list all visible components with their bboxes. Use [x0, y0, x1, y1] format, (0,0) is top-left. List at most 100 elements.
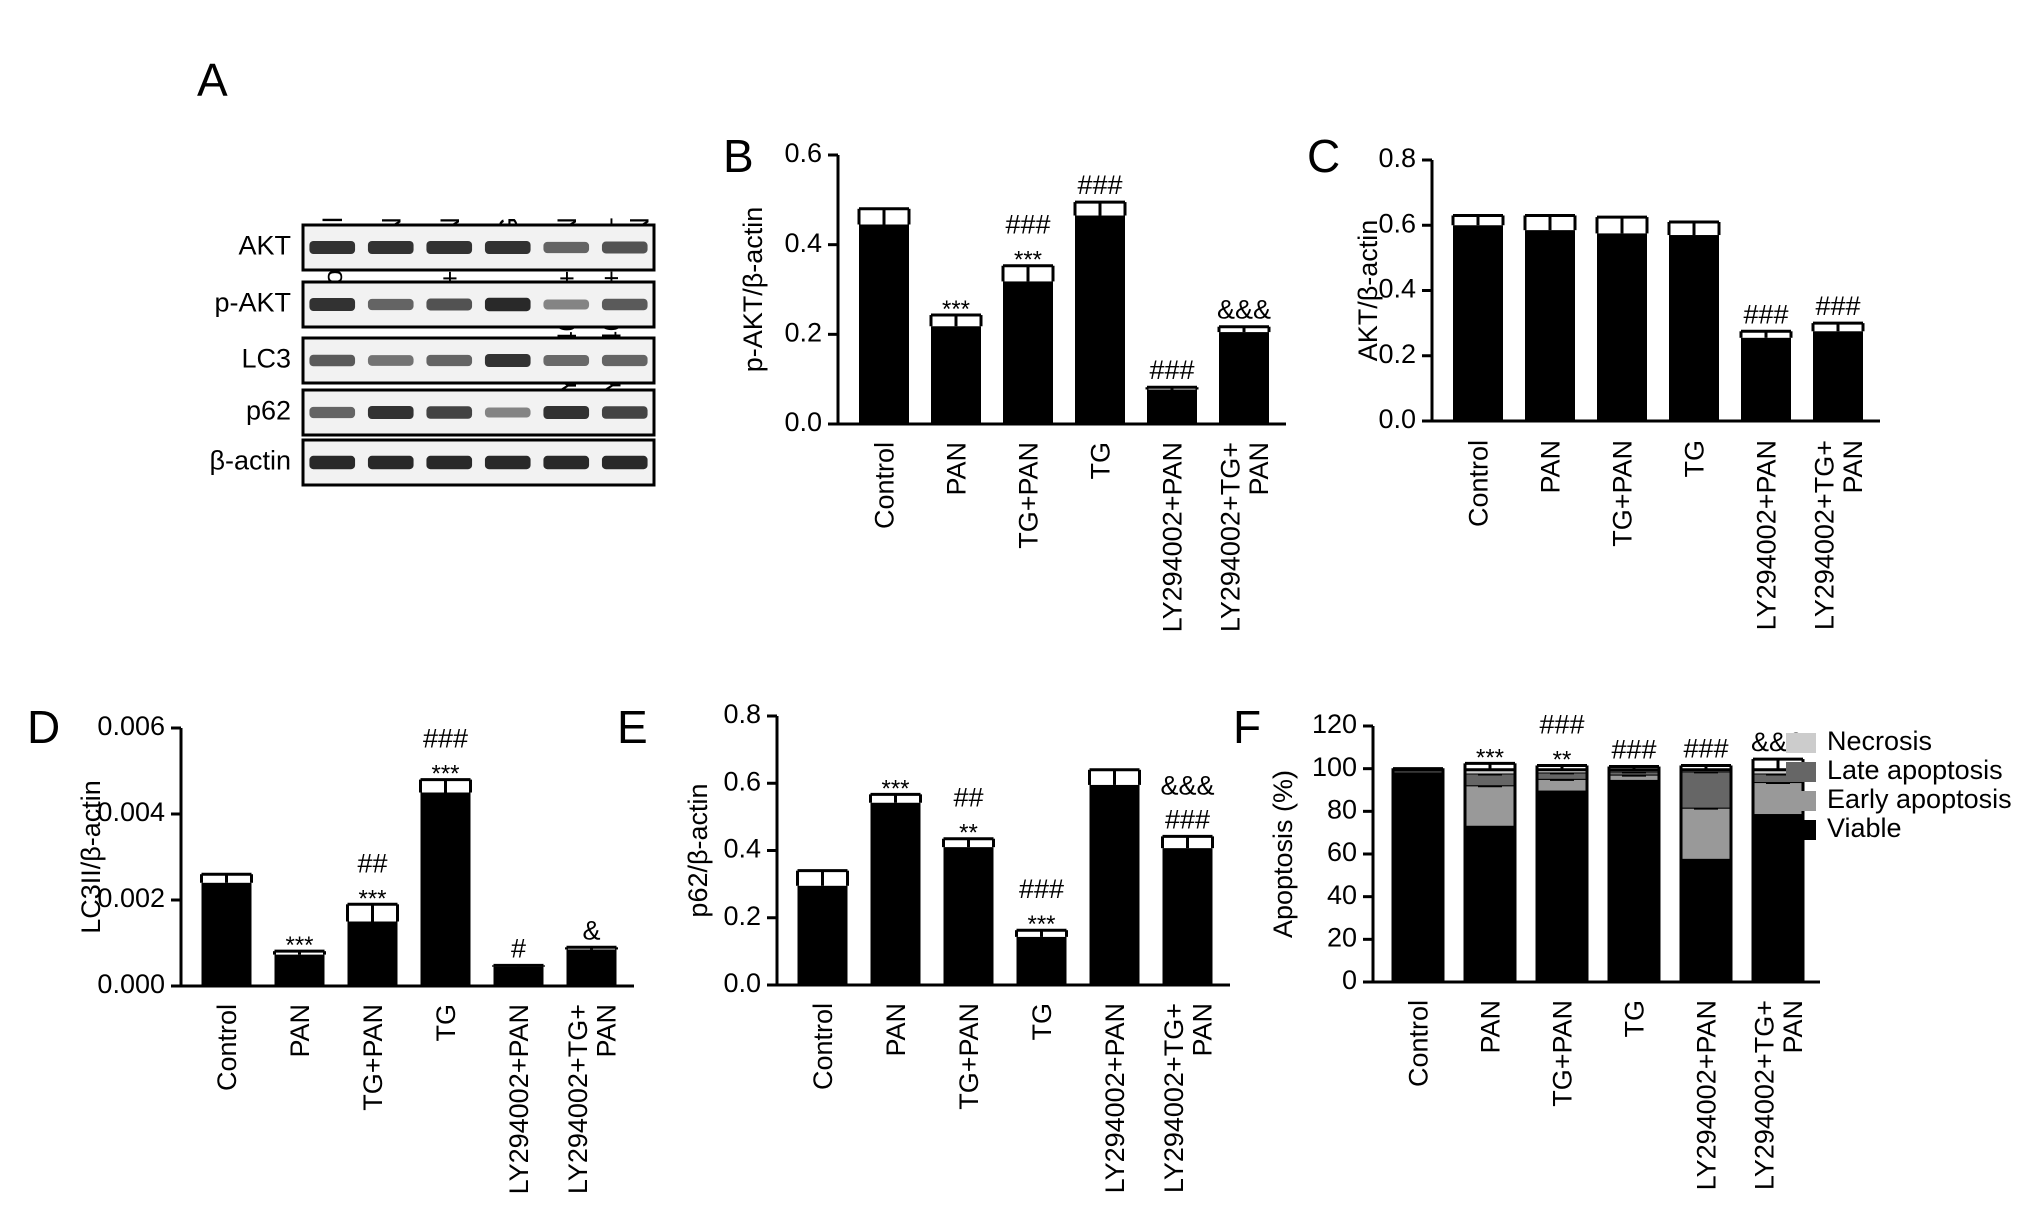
legend-label: Necrosis [1827, 726, 1932, 756]
category-label-line: LY294002+PAN [1752, 440, 1782, 630]
category-label: PAN [1476, 1000, 1506, 1054]
bar [797, 885, 848, 985]
y-tick-label: 100 [1312, 752, 1357, 782]
legend-label: Viable [1827, 813, 1902, 843]
category-label-line: PAN [1778, 1000, 1808, 1054]
category-label: PAN [1536, 440, 1566, 494]
bar [420, 792, 471, 986]
y-tick-label: 120 [1312, 709, 1357, 739]
blot-band [309, 455, 356, 470]
blot-band [426, 240, 473, 255]
blot-band [543, 455, 590, 470]
category-label-line: TG+PAN [1014, 442, 1044, 549]
bar [1597, 233, 1647, 421]
category-label-line: PAN [1244, 442, 1274, 496]
y-tick-label: 0.6 [1378, 208, 1416, 238]
category-label-line: PAN [285, 1004, 315, 1058]
bar [1003, 281, 1053, 424]
blot-band [309, 354, 356, 367]
blot-row-label: β-actin [209, 446, 291, 476]
blot-band [543, 355, 590, 366]
blot-band [309, 240, 356, 255]
bar [1813, 331, 1863, 421]
category-label: TG [1680, 440, 1710, 478]
bar-segment-early-apoptosis [1464, 785, 1516, 827]
bar-segment-viable [1608, 779, 1660, 983]
significance-mark: *** [881, 775, 909, 802]
category-label-line: Control [212, 1004, 242, 1091]
category-label-line: TG [431, 1004, 461, 1042]
significance-mark: ### [1743, 299, 1788, 329]
y-tick-label: 0.2 [784, 317, 822, 347]
category-label: TG+PAN [1014, 442, 1044, 549]
panel-letter: E [617, 701, 648, 753]
category-label: TG+PAN [1608, 440, 1638, 547]
blot-band [367, 298, 414, 311]
category-label-line: PAN [1187, 1003, 1217, 1057]
significance-mark: ### [1005, 210, 1050, 240]
blot-row-label: p62 [246, 396, 291, 426]
blot-band [309, 297, 356, 312]
bar-segment-early-apoptosis [1536, 778, 1588, 792]
significance-mark: &&& [1217, 295, 1271, 325]
y-tick-label: 0.0 [723, 968, 761, 998]
category-label-line: Control [1464, 440, 1494, 527]
bar [1453, 225, 1503, 421]
category-label: TG [1086, 442, 1116, 480]
significance-mark: ## [953, 783, 983, 813]
blot-band [543, 405, 590, 420]
blot-band [426, 406, 473, 419]
significance-mark: ### [1539, 709, 1584, 739]
category-label: LY294002+TG+PAN [1750, 1000, 1808, 1190]
bar-segment-viable [1680, 858, 1732, 983]
chart-panel-f: F 0 20 40 60 80 100 120 Apoptosis (%) Control *** P… [1233, 701, 2012, 1190]
blot-band [601, 298, 648, 311]
category-label-line: LY294002+TG+ [563, 1004, 593, 1194]
significance-mark: *** [942, 296, 970, 323]
legend-swatch [1786, 733, 1816, 753]
blot-band [484, 240, 531, 255]
blot-row-label: p-AKT [214, 288, 291, 318]
category-label: PAN [285, 1004, 315, 1058]
y-tick-label: 0.000 [97, 969, 165, 999]
y-tick-label: 0.8 [1378, 143, 1416, 173]
significance-mark: ### [1019, 874, 1064, 904]
category-label-line: TG+PAN [1608, 440, 1638, 547]
y-tick-label: 0.6 [784, 138, 822, 168]
category-label: Control [808, 1003, 838, 1090]
category-label: LY294002+TG+PAN [1810, 440, 1868, 630]
blot-band [601, 354, 648, 367]
category-label: LY294002+TG+PAN [563, 1004, 621, 1194]
y-tick-label: 80 [1327, 794, 1357, 824]
category-label: Control [870, 442, 900, 529]
blot-band [367, 355, 414, 366]
y-axis-label: p62/β-actin [683, 783, 713, 917]
category-label-line: PAN [942, 442, 972, 496]
significance-mark: *** [431, 761, 459, 788]
category-label: Control [1404, 1000, 1434, 1087]
category-label: PAN [942, 442, 972, 496]
blot-band [426, 455, 473, 470]
category-label-line: PAN [591, 1004, 621, 1058]
blot-band [601, 406, 648, 419]
legend-swatch [1786, 762, 1816, 782]
significance-mark: & [582, 915, 600, 945]
bar-segment-viable [1464, 825, 1516, 983]
blot-band [484, 455, 531, 470]
category-label-line: LY294002+PAN [1158, 442, 1188, 632]
category-label: LY294002+PAN [1158, 442, 1188, 632]
y-tick-label: 0.4 [1378, 274, 1416, 304]
category-label: TG [1620, 1000, 1650, 1038]
bar [1075, 215, 1125, 424]
bar [1089, 784, 1140, 985]
significance-mark: ** [1553, 746, 1572, 773]
category-label-line: TG+PAN [1548, 1000, 1578, 1107]
category-label-line: PAN [1536, 440, 1566, 494]
blot-band [484, 297, 531, 312]
bar-segment-late-apoptosis [1464, 773, 1516, 787]
y-tick-label: 0.2 [1378, 339, 1416, 369]
y-tick-label: 0.4 [723, 834, 761, 864]
legend-swatch [1786, 791, 1816, 811]
blot-band [309, 406, 356, 419]
